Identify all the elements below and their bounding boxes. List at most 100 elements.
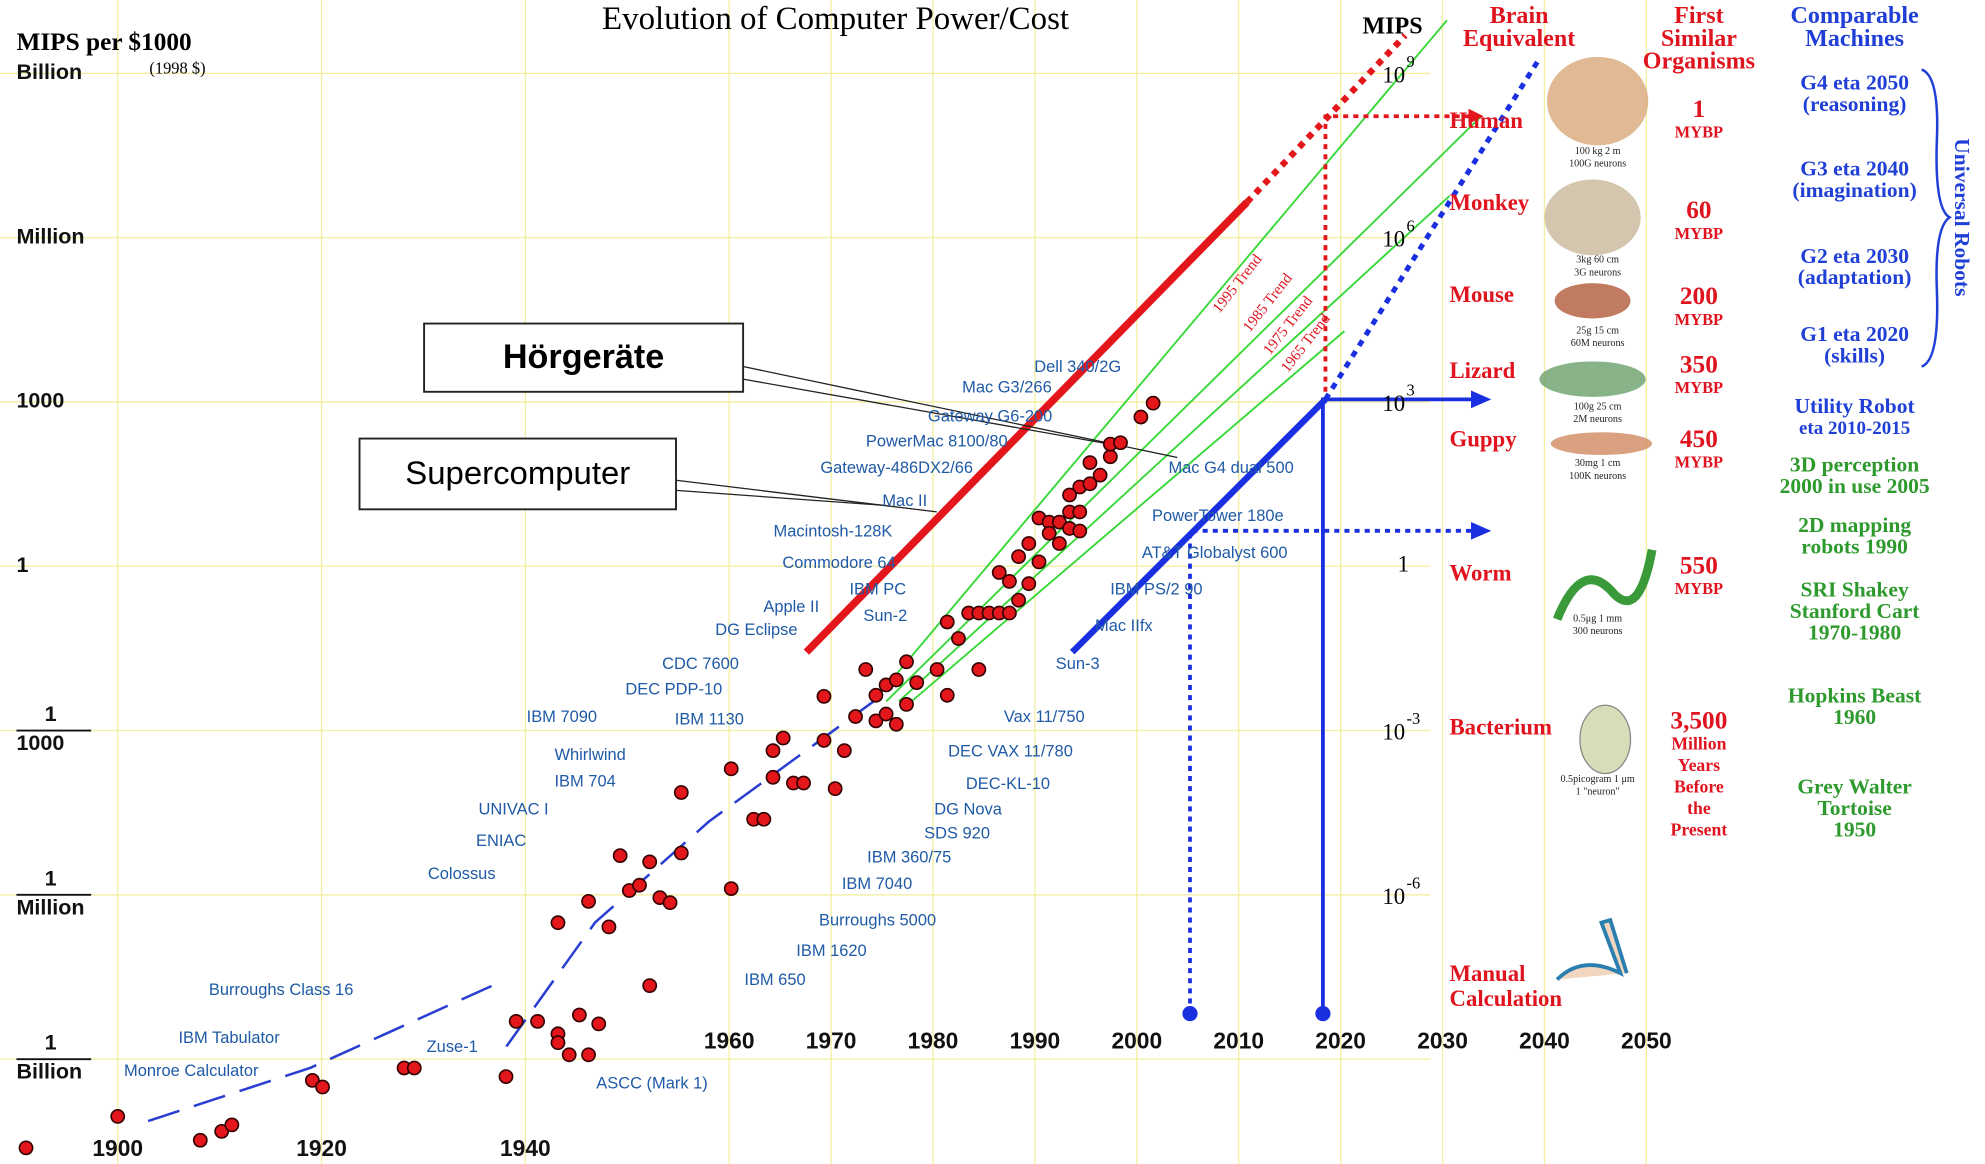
machine-label: Burroughs 5000 — [819, 912, 936, 930]
data-point — [939, 614, 955, 630]
arrow-head — [1471, 521, 1492, 540]
machine-label: DG Eclipse — [715, 621, 797, 639]
organism-age: 60 — [1686, 196, 1711, 224]
machine-label: IBM 650 — [744, 971, 805, 989]
data-point — [775, 730, 791, 746]
data-point — [868, 713, 884, 729]
y2-tick-label: 10 — [1382, 720, 1405, 745]
arrow-head — [1471, 390, 1492, 409]
machine-label: UNIVAC I — [479, 800, 549, 818]
data-point — [929, 662, 945, 677]
data-point — [1145, 395, 1161, 411]
x-tick-label: 2040 — [1519, 1028, 1570, 1054]
organism-age-unit: MYBP — [1675, 224, 1723, 243]
organism-age-unit: MYBP — [1675, 123, 1723, 142]
data-point — [1011, 549, 1027, 564]
comparable-machine: 2000 in use 2005 — [1780, 474, 1930, 498]
machine-label: Gateway G6-200 — [928, 407, 1052, 425]
y-tick-denominator: 1000 — [16, 731, 64, 755]
comparable-machine: 1960 — [1833, 705, 1876, 729]
data-point — [951, 631, 966, 646]
y-tick-numerator: 1 — [45, 866, 57, 890]
worm-image — [1552, 548, 1657, 621]
organism-neurons: 2M neurons — [1573, 414, 1622, 425]
y2-axis-title: MIPS — [1362, 13, 1422, 39]
organism-size: 3kg 60 cm — [1576, 255, 1619, 266]
data-point — [561, 1047, 577, 1063]
data-point — [858, 662, 874, 677]
data-point — [315, 1079, 330, 1095]
comparable-machine: Stanford Cart — [1790, 599, 1921, 623]
data-point — [1011, 592, 1027, 608]
organism-age-unit: Before — [1674, 777, 1724, 797]
organism-size: 100g 25 cm — [1574, 401, 1622, 412]
y-tick-label: Million — [16, 224, 84, 248]
data-point — [1062, 487, 1077, 503]
y-tick-label: Billion — [16, 60, 82, 84]
machine-label: IBM PS/2 90 — [1110, 581, 1202, 599]
comparable-machine: Hopkins Beast — [1788, 684, 1922, 708]
data-point — [1002, 573, 1017, 589]
x-tick-label: 1980 — [908, 1028, 959, 1054]
column-header: First — [1674, 3, 1723, 29]
data-point — [991, 565, 1007, 580]
organism-size: 100 kg 2 m — [1575, 146, 1621, 157]
machine-label: Colossus — [428, 865, 496, 883]
y-tick-numerator: 1 — [45, 1031, 57, 1055]
machine-label: Commodore 64 — [782, 554, 895, 572]
comparable-machine: Utility Robot — [1795, 394, 1916, 418]
blue-trend — [1070, 397, 1328, 655]
machine-label: ASCC (Mark 1) — [596, 1075, 708, 1093]
data-point — [581, 1047, 596, 1063]
machine-label: Whirlwind — [554, 746, 625, 764]
comparable-machine: SRI Shakey — [1800, 577, 1908, 601]
organism-age: 1 — [1693, 95, 1706, 123]
organism-age: 350 — [1680, 350, 1718, 378]
organism-name: Lizard — [1450, 358, 1516, 383]
comparable-machine: G2 eta 2030 — [1800, 244, 1909, 268]
trend-1965 — [910, 330, 1346, 703]
y2-tick-exponent: 3 — [1406, 381, 1414, 400]
machine-label: Mac IIfx — [1095, 617, 1153, 635]
y-axis-note: (1998 $) — [149, 58, 205, 77]
organism-size: 0.5picogram 1 μm — [1560, 774, 1634, 785]
data-point — [1102, 449, 1118, 465]
machine-label: Sun-3 — [1056, 655, 1100, 673]
data-point — [1072, 504, 1088, 520]
bacterium-image — [1579, 704, 1632, 775]
machine-label: SDS 920 — [924, 824, 990, 842]
manual-calculation: Manual — [1450, 961, 1526, 986]
organism-age-unit: MYBP — [1675, 579, 1723, 598]
data-point — [498, 1069, 514, 1084]
data-point — [1133, 409, 1149, 425]
y2-tick-label: 10 — [1382, 391, 1405, 416]
blue-guide — [1321, 397, 1475, 1014]
organism-age: 3,500 — [1670, 707, 1727, 735]
data-point — [18, 1140, 34, 1156]
callout-box — [358, 437, 677, 511]
comparable-machine: G1 eta 2020 — [1800, 322, 1909, 346]
trend-1985 — [885, 115, 1482, 703]
comparable-machine: (imagination) — [1792, 178, 1916, 202]
comparable-machine: Grey Walter — [1797, 775, 1912, 799]
column-header: Machines — [1805, 26, 1904, 52]
y2-tick-exponent: -3 — [1406, 709, 1420, 728]
organism-age-unit: the — [1687, 798, 1711, 818]
organism-age-unit: Present — [1671, 820, 1728, 840]
machine-label: Macintosh-128K — [773, 522, 892, 540]
data-point — [816, 733, 832, 748]
comparable-machine: G3 eta 2040 — [1800, 157, 1909, 181]
organism-name: Monkey — [1450, 190, 1530, 215]
column-header: Comparable — [1791, 3, 1920, 29]
callout-box — [423, 322, 745, 393]
comparable-machine: (adaptation) — [1798, 265, 1912, 289]
data-point — [796, 775, 811, 791]
x-tick-label: 1940 — [500, 1135, 551, 1161]
mouse-image — [1554, 283, 1631, 319]
organism-name: Worm — [1450, 560, 1512, 585]
callout-text: Hörgeräte — [503, 338, 664, 376]
machine-label: Zuse-1 — [427, 1038, 478, 1056]
machine-label: Mac G4 dual 500 — [1168, 459, 1293, 477]
x-tick-label: 1990 — [1010, 1028, 1061, 1054]
